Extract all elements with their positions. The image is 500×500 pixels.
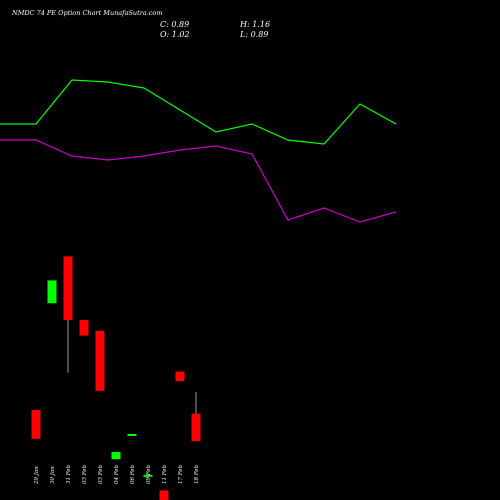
x-tick-label: 31 Feb [66,464,72,484]
candle-body [127,434,137,436]
high-readout: H: 1.16 [240,20,271,29]
candle-body [175,371,185,382]
x-tick-label: 11 Feb [162,464,168,484]
x-tick-label: 30 Jan [50,466,56,484]
candles [31,256,201,500]
x-tick-label: 06 Feb [130,464,136,484]
candle-body [95,330,105,391]
candle-body [159,490,169,500]
x-tick-label: 18 Feb [194,464,200,484]
x-tick-label: 03 Feb [98,464,104,484]
candle-body [191,413,201,442]
x-axis-labels: 29 Jan 30 Jan 31 Feb 03 Feb 03 Feb 04 Feb 06 F… [34,464,200,485]
x-tick-label: 29 Jan [34,466,40,485]
indicator-lines [0,79,397,223]
indicator-line-2 [0,139,397,223]
close-value: 0.89 [171,20,190,29]
x-tick-label: 04 Feb [114,464,120,484]
close-readout: C: 0.89 [160,20,190,29]
candle-body [31,410,41,439]
candle-body [143,474,153,477]
low-value: 0.89 [250,30,269,39]
candle-body [79,320,89,336]
indicator-line-1 [0,79,397,145]
low-readout: L: 0.89 [240,30,269,39]
candle-body [111,452,121,460]
x-tick-label: 03 Feb [82,464,88,484]
x-tick-label: 17 Feb [178,464,184,484]
open-value: 1.02 [171,30,190,39]
x-tick-label: 09 Feb [146,464,152,484]
open-readout: O: 1.02 [160,30,190,39]
high-value: 1.16 [252,20,271,29]
candle-body [47,280,57,304]
chart-title: NMDC 74 PE Option Chart MunafaSutra.com [12,9,163,17]
candle-body [63,256,73,320]
